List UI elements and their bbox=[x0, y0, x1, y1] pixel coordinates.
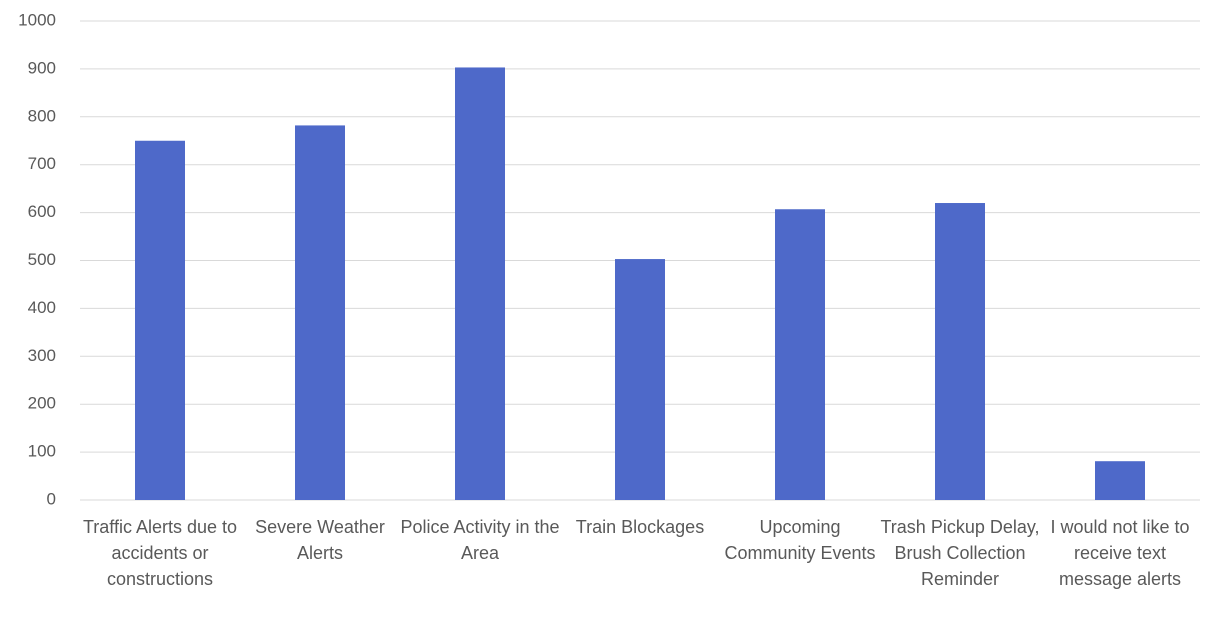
bar bbox=[775, 209, 825, 500]
x-tick-label: Severe Weather Alerts bbox=[255, 517, 385, 563]
y-tick-label: 1000 bbox=[18, 10, 56, 29]
y-tick-label: 800 bbox=[28, 106, 56, 125]
x-tick-label: Police Activity in the Area bbox=[400, 517, 560, 563]
y-tick-label: 500 bbox=[28, 250, 56, 269]
y-tick-label: 0 bbox=[47, 489, 56, 508]
y-tick-label: 300 bbox=[28, 346, 56, 365]
x-tick-label: Train Blockages bbox=[575, 517, 705, 537]
bar bbox=[615, 259, 665, 500]
x-tick-label: Traffic Alerts due to accidents or const… bbox=[82, 517, 238, 589]
x-tick-label: I would not like to receive text message… bbox=[1050, 517, 1190, 589]
x-tick-label: Trash Pickup Delay, Brush Collection Rem… bbox=[880, 517, 1040, 589]
bar bbox=[1095, 461, 1145, 500]
bar bbox=[455, 67, 505, 500]
y-tick-label: 400 bbox=[28, 298, 56, 317]
bar bbox=[135, 140, 185, 500]
y-tick-label: 900 bbox=[28, 58, 56, 77]
bar bbox=[935, 203, 985, 500]
y-tick-label: 100 bbox=[28, 442, 56, 461]
y-tick-label: 200 bbox=[28, 394, 56, 413]
bar bbox=[295, 125, 345, 500]
y-tick-label: 700 bbox=[28, 154, 56, 173]
y-tick-label: 600 bbox=[28, 202, 56, 221]
x-tick-label: Upcoming Community Events bbox=[724, 517, 876, 563]
